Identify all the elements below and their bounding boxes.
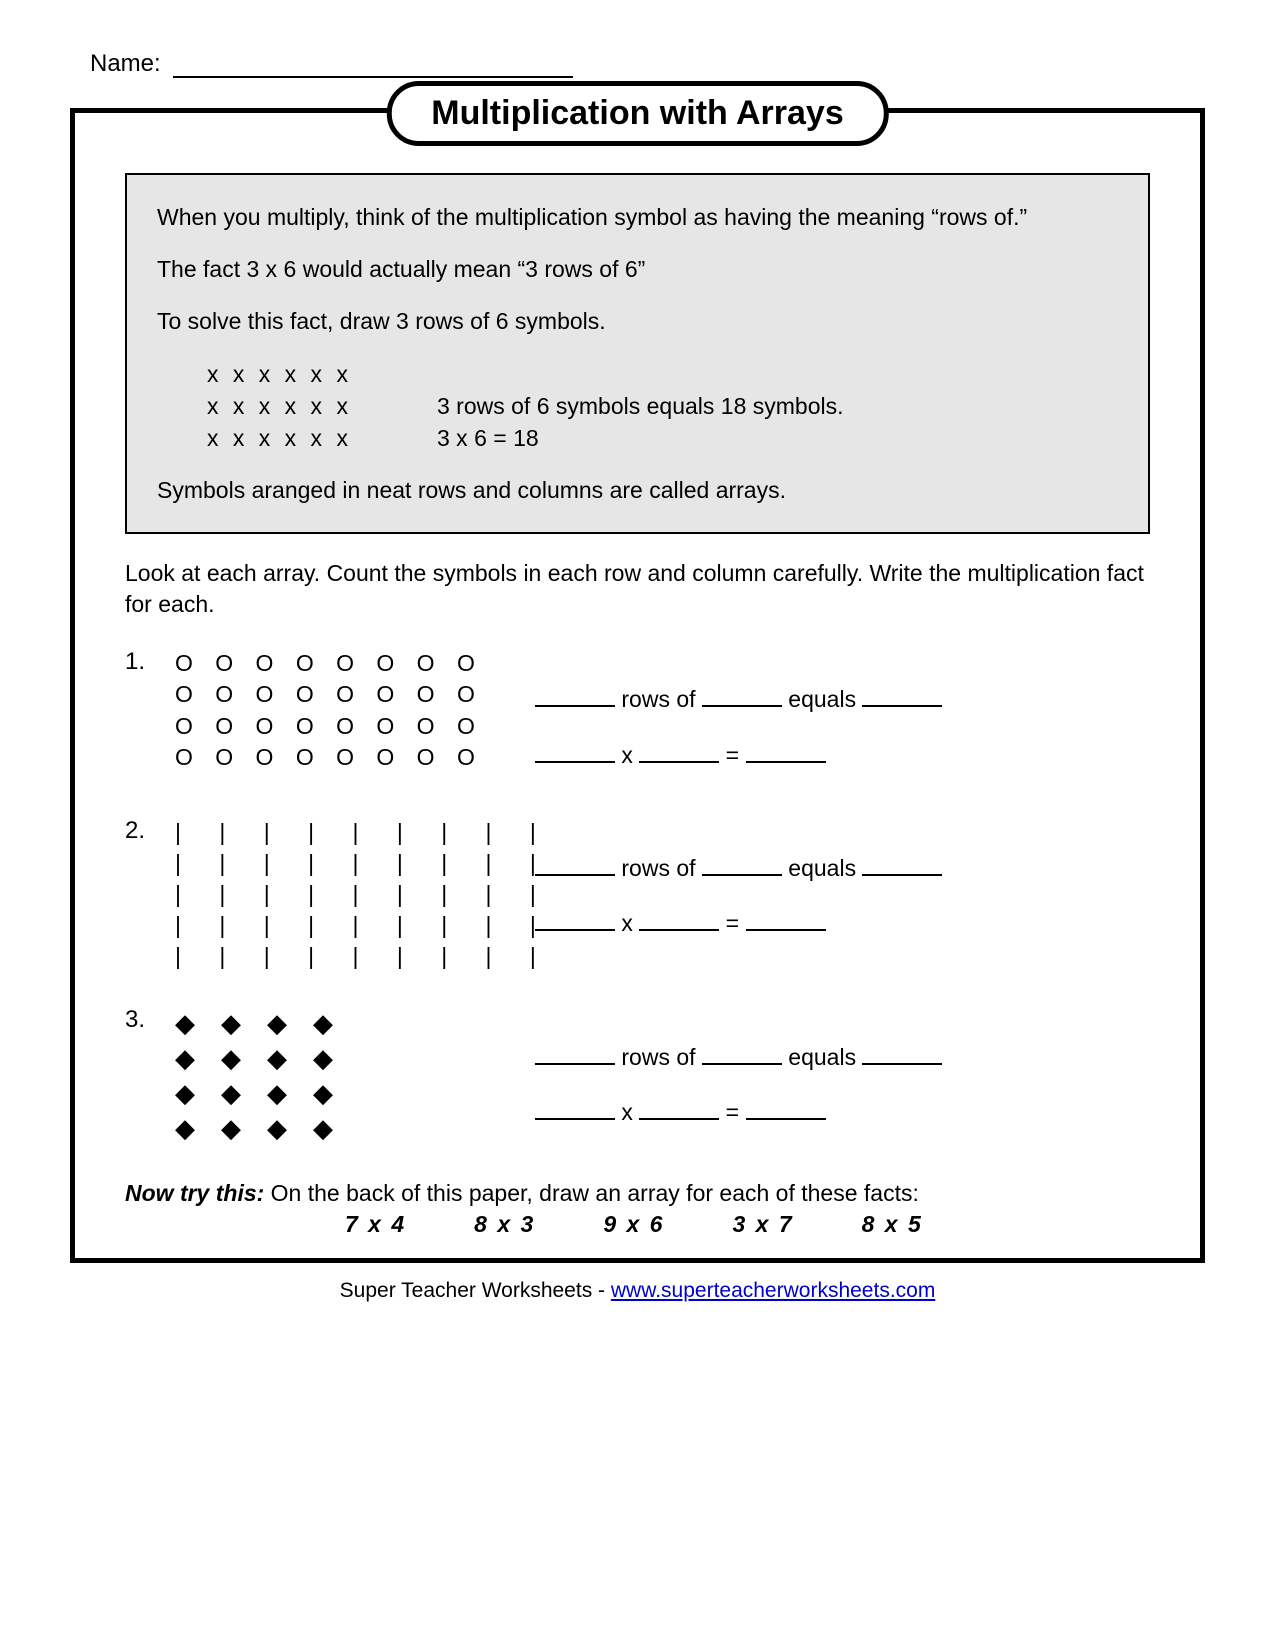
problem: 3.◆◆◆◆◆◆◆◆◆◆◆◆◆◆◆◆ rows of equals x = xyxy=(125,1006,1150,1146)
array-row: | | | | | | | | | xyxy=(175,941,535,972)
problem-number: 2. xyxy=(125,817,175,972)
example-note2: 3 x 6 = 18 xyxy=(437,422,539,454)
array-row: ◆◆◆◆ xyxy=(175,1041,535,1076)
fact: 8 x 3 xyxy=(474,1211,533,1237)
array-row: O O O O O O O O xyxy=(175,648,535,679)
instruction-p3: To solve this fact, draw 3 rows of 6 sym… xyxy=(157,305,1118,337)
array-display: | | | | | | | | || | | | | | | | || | | … xyxy=(175,817,535,972)
fill-line-equation[interactable]: x = xyxy=(535,1085,1150,1140)
example-row: x x x x x x xyxy=(207,422,437,454)
worksheet-frame: Multiplication with Arrays When you mult… xyxy=(70,108,1205,1263)
footer: Super Teacher Worksheets - www.superteac… xyxy=(70,1279,1205,1303)
array-display: O O O O O O O OO O O O O O O OO O O O O … xyxy=(175,648,535,782)
example-note1: 3 rows of 6 symbols equals 18 symbols. xyxy=(437,390,844,422)
instruction-box: When you multiply, think of the multipli… xyxy=(125,173,1150,534)
instruction-p2: The fact 3 x 6 would actually mean “3 ro… xyxy=(157,253,1118,285)
footer-text: Super Teacher Worksheets - xyxy=(340,1279,611,1302)
now-try-text: On the back of this paper, draw an array… xyxy=(264,1180,919,1206)
fill-line-words[interactable]: rows of equals xyxy=(535,1030,1150,1085)
fill-line-words[interactable]: rows of equals xyxy=(535,672,1150,727)
fill-line-equation[interactable]: x = xyxy=(535,896,1150,951)
problems-list: 1.O O O O O O O OO O O O O O O OO O O O … xyxy=(125,648,1150,1146)
answer-area: rows of equals x = xyxy=(535,648,1150,782)
array-row: ◆◆◆◆ xyxy=(175,1111,535,1146)
name-field: Name: xyxy=(90,50,1205,78)
footer-link[interactable]: www.superteacherworksheets.com xyxy=(611,1279,935,1302)
array-row: O O O O O O O O xyxy=(175,679,535,710)
array-display: ◆◆◆◆◆◆◆◆◆◆◆◆◆◆◆◆ xyxy=(175,1006,535,1146)
array-row: ◆◆◆◆ xyxy=(175,1006,535,1041)
instruction-p1: When you multiply, think of the multipli… xyxy=(157,201,1118,233)
array-row: O O O O O O O O xyxy=(175,742,535,773)
instruction-p4: Symbols aranged in neat rows and columns… xyxy=(157,474,1118,506)
example-row: x x x x x x xyxy=(207,390,437,422)
worksheet-title: Multiplication with Arrays xyxy=(386,81,888,146)
answer-area: rows of equals x = xyxy=(535,1006,1150,1146)
example-array: x x x x x x x x x x x x 3 rows of 6 symb… xyxy=(207,358,1118,455)
now-try-facts: 7 x 4 8 x 3 9 x 6 3 x 7 8 x 5 xyxy=(345,1211,1150,1238)
example-row: x x x x x x xyxy=(207,358,437,390)
array-row: | | | | | | | | | xyxy=(175,910,535,941)
name-label: Name: xyxy=(90,50,161,77)
problem-number: 1. xyxy=(125,648,175,782)
fill-line-words[interactable]: rows of equals xyxy=(535,841,1150,896)
array-row: ◆◆◆◆ xyxy=(175,1076,535,1111)
fact: 7 x 4 xyxy=(345,1211,404,1237)
fact: 3 x 7 xyxy=(732,1211,791,1237)
problem: 2.| | | | | | | | || | | | | | | | || | … xyxy=(125,817,1150,972)
fact: 8 x 5 xyxy=(862,1211,921,1237)
now-try-section: Now try this: On the back of this paper,… xyxy=(125,1180,1150,1207)
problem-number: 3. xyxy=(125,1006,175,1146)
array-row: O O O O O O O O xyxy=(175,711,535,742)
now-try-label: Now try this: xyxy=(125,1180,264,1206)
directions-text: Look at each array. Count the symbols in… xyxy=(125,558,1150,620)
array-row: | | | | | | | | | xyxy=(175,848,535,879)
array-row: | | | | | | | | | xyxy=(175,879,535,910)
array-row: | | | | | | | | | xyxy=(175,817,535,848)
problem: 1.O O O O O O O OO O O O O O O OO O O O … xyxy=(125,648,1150,782)
answer-area: rows of equals x = xyxy=(535,817,1150,972)
fact: 9 x 6 xyxy=(603,1211,662,1237)
fill-line-equation[interactable]: x = xyxy=(535,728,1150,783)
name-blank[interactable] xyxy=(173,76,573,78)
